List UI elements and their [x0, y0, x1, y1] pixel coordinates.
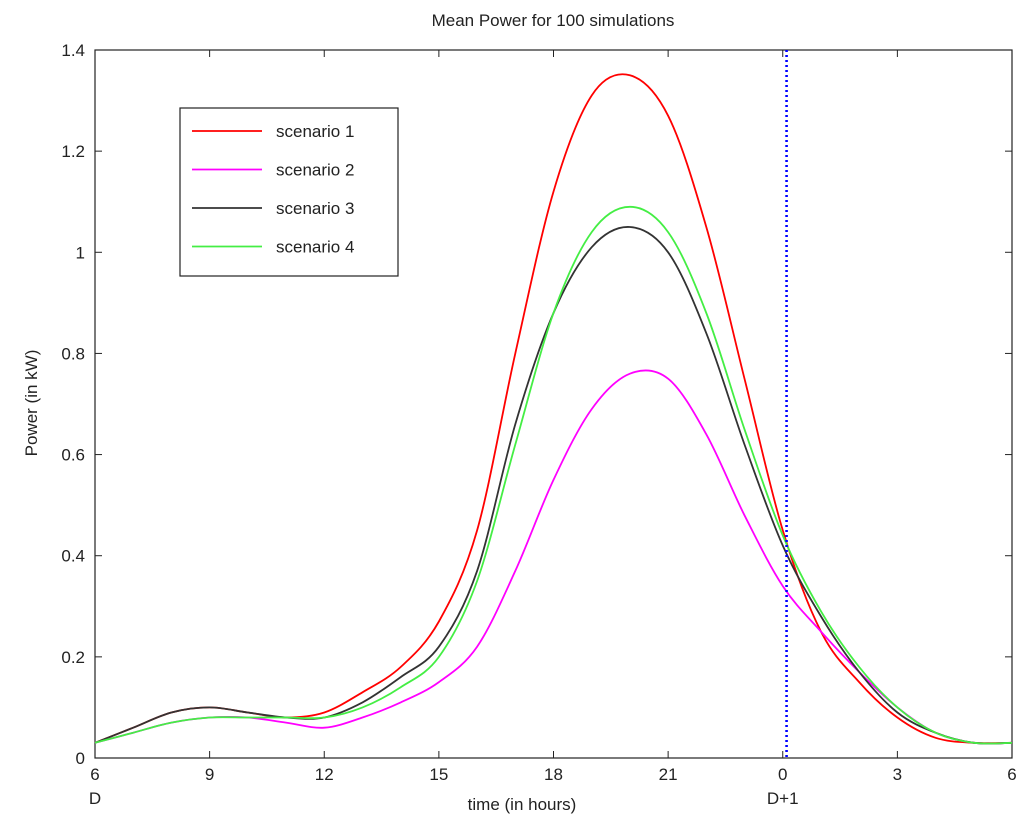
legend: scenario 1 scenario 2 scenario 3 scenario 4 — [180, 108, 398, 276]
x-day-label: D — [89, 789, 101, 808]
x-tick-label: 6 — [1007, 765, 1016, 784]
y-axis-label: Power (in kW) — [22, 350, 41, 457]
x-tick-label: 15 — [429, 765, 448, 784]
x-tick-label: 18 — [544, 765, 563, 784]
x-tick-label: 6 — [90, 765, 99, 784]
x-axis-label: time (in hours) — [468, 795, 577, 814]
y-tick-label: 0.8 — [61, 344, 85, 363]
legend-label: scenario 2 — [276, 161, 354, 180]
legend-label: scenario 3 — [276, 199, 354, 218]
series-line-scenario-2 — [95, 370, 1012, 743]
x-tick-label: 3 — [893, 765, 902, 784]
x-tick-label: 12 — [315, 765, 334, 784]
y-tick-label: 0.2 — [61, 648, 85, 667]
legend-label: scenario 1 — [276, 122, 354, 141]
x-day-label: D+1 — [767, 789, 799, 808]
series-line-scenario-4 — [95, 207, 1012, 744]
y-tick-label: 0.4 — [61, 547, 85, 566]
series-line-scenario-3 — [95, 227, 1012, 744]
y-tick-label: 1.2 — [61, 142, 85, 161]
y-tick-label: 1 — [76, 243, 85, 262]
chart-title: Mean Power for 100 simulations — [432, 11, 675, 30]
x-tick-label: 9 — [205, 765, 214, 784]
plot-area: 0 0.2 0.4 0.6 0.8 1 1.2 1.4 6 9 12 15 18 21 0 3 6 D D+1 sce… — [61, 41, 1016, 808]
y-tick-label: 0.6 — [61, 446, 85, 465]
y-tick-label: 1.4 — [61, 41, 85, 60]
legend-label: scenario 4 — [276, 238, 354, 257]
x-tick-label: 0 — [778, 765, 787, 784]
x-tick-label: 21 — [659, 765, 678, 784]
y-tick-label: 0 — [76, 749, 85, 768]
